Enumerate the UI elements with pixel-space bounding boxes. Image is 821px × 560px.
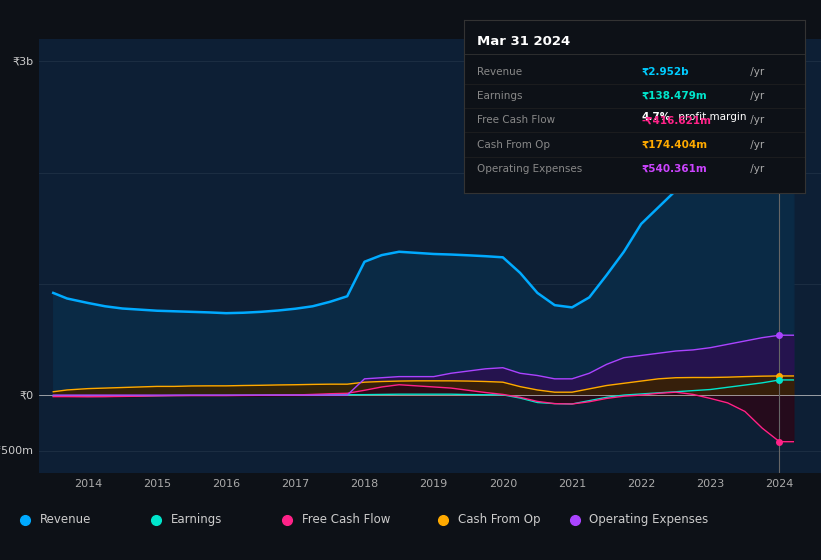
Text: -₹416.621m: -₹416.621m — [641, 115, 711, 125]
Text: Earnings: Earnings — [478, 91, 523, 101]
Text: ₹3b: ₹3b — [12, 57, 33, 67]
Text: profit margin: profit margin — [675, 112, 746, 122]
Text: ₹2.952b: ₹2.952b — [641, 67, 689, 77]
Text: 4.7%: 4.7% — [641, 112, 670, 122]
Text: Operating Expenses: Operating Expenses — [478, 164, 583, 174]
Text: ₹540.361m: ₹540.361m — [641, 164, 707, 174]
Text: Revenue: Revenue — [39, 514, 91, 526]
Text: -₹500m: -₹500m — [0, 446, 33, 456]
Text: /yr: /yr — [746, 67, 764, 77]
Text: ₹174.404m: ₹174.404m — [641, 139, 707, 150]
Text: /yr: /yr — [746, 115, 764, 125]
Text: /yr: /yr — [746, 139, 764, 150]
Text: Free Cash Flow: Free Cash Flow — [478, 115, 556, 125]
Text: /yr: /yr — [746, 164, 764, 174]
Text: Cash From Op: Cash From Op — [458, 514, 540, 526]
Text: Mar 31 2024: Mar 31 2024 — [478, 35, 571, 48]
Text: Earnings: Earnings — [171, 514, 222, 526]
Text: Free Cash Flow: Free Cash Flow — [302, 514, 391, 526]
Text: Operating Expenses: Operating Expenses — [589, 514, 709, 526]
Text: /yr: /yr — [746, 91, 764, 101]
Text: ₹138.479m: ₹138.479m — [641, 91, 707, 101]
Text: Cash From Op: Cash From Op — [478, 139, 551, 150]
Text: Revenue: Revenue — [478, 67, 523, 77]
Text: ₹0: ₹0 — [19, 390, 33, 400]
